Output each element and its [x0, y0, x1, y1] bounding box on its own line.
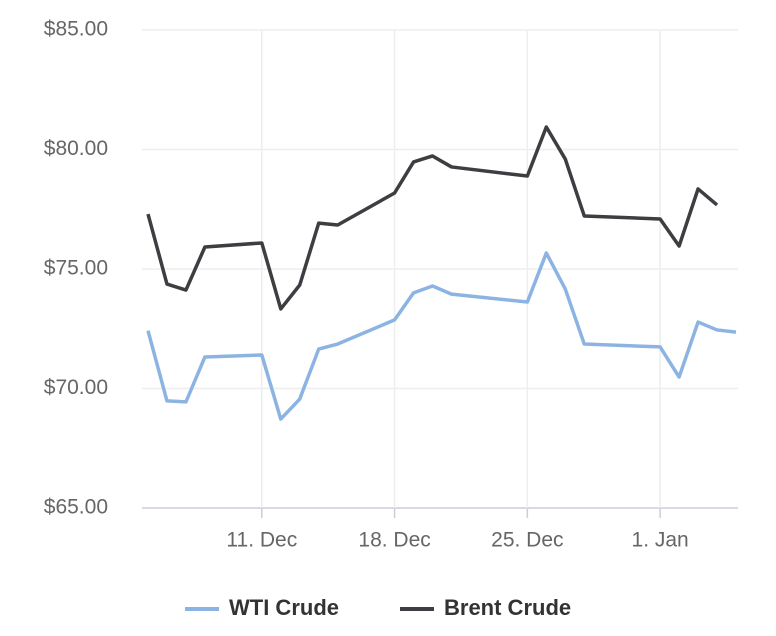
y-tick-label: $70.00	[44, 376, 108, 399]
y-tick-label: $85.00	[44, 18, 108, 41]
x-tick-label: 1. Jan	[632, 529, 689, 552]
x-tick-label: 11. Dec	[226, 529, 297, 552]
y-tick-label: $80.00	[44, 137, 108, 160]
series-line	[146, 125, 719, 311]
x-tick-label: 18. Dec	[358, 529, 430, 552]
series-line	[146, 251, 737, 421]
y-tick-label: $75.00	[44, 257, 108, 280]
y-tick-label: $65.00	[44, 496, 108, 519]
x-tick-label: 25. Dec	[491, 529, 563, 552]
legend-label: WTI Crude	[229, 595, 339, 620]
legend-label: Brent Crude	[444, 595, 571, 620]
